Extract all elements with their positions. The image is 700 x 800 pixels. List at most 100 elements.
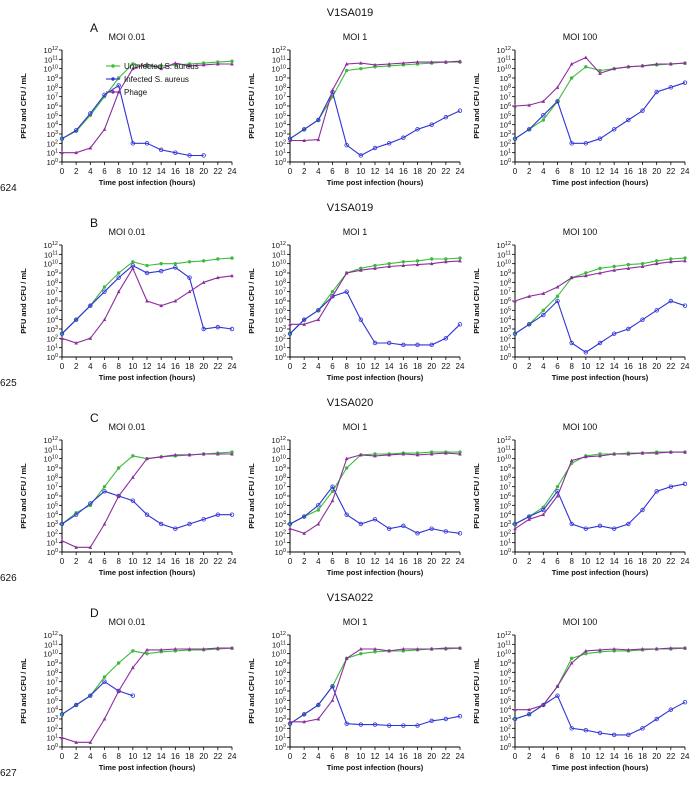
marker-infected [358, 521, 364, 527]
marker-infected [583, 141, 589, 146]
marker-phage [598, 453, 602, 458]
line-infected [61, 264, 233, 335]
marker-phage [60, 336, 64, 340]
marker-infected [358, 722, 364, 727]
marker-infected [372, 517, 378, 522]
x-tick-label: 14 [610, 557, 619, 566]
marker-uninfected [131, 260, 135, 264]
marker-uninfected [344, 68, 349, 73]
y-tick-label: 105 [47, 111, 58, 120]
marker-infected [229, 512, 235, 517]
marker-uninfected [569, 656, 574, 661]
marker-infected [555, 298, 560, 304]
marker-uninfected [159, 261, 163, 266]
marker-infected [429, 342, 434, 348]
y-tick-label: 101 [500, 149, 511, 158]
y-tick-label: 107 [500, 288, 511, 297]
y-tick-label: 108 [47, 473, 58, 482]
marker-phage [216, 275, 220, 280]
marker-phage [401, 263, 406, 268]
marker-infected [116, 275, 121, 280]
marker-infected [358, 317, 364, 322]
legend-label-uninfected: Uninfected S. aureus [124, 62, 199, 71]
x-axis-label: Time post infection (hours) [327, 373, 424, 382]
marker-phage [429, 452, 434, 456]
y-axis-label: PFU and CFU / mL [19, 73, 28, 139]
marker-infected [443, 529, 449, 534]
marker-infected [668, 484, 674, 489]
x-tick-label: 16 [171, 362, 180, 371]
marker-phage [683, 258, 687, 263]
y-tick-label: 1011 [272, 640, 286, 649]
x-axis-label: Time post infection (hours) [327, 763, 424, 772]
marker-infected [344, 289, 349, 294]
marker-phage [60, 150, 64, 155]
x-tick-label: 12 [596, 167, 605, 176]
x-tick-label: 20 [199, 557, 208, 566]
x-tick-label: 12 [596, 557, 605, 566]
y-tick-label: 1011 [44, 640, 58, 649]
marker-infected [569, 521, 574, 527]
line-uninfected [514, 647, 686, 720]
x-tick-label: 6 [102, 557, 107, 566]
marker-uninfected [230, 256, 234, 260]
y-tick-label: 104 [275, 511, 286, 520]
y-tick-label: 106 [500, 492, 511, 501]
marker-phage [444, 60, 448, 64]
y-tick-label: 108 [500, 668, 511, 677]
line-infected [514, 299, 686, 353]
marker-infected [344, 142, 349, 148]
y-tick-label: 105 [47, 306, 58, 315]
x-tick-label: 10 [581, 362, 590, 371]
marker-phage [458, 646, 462, 650]
marker-phage [173, 299, 178, 303]
x-tick-label: 14 [157, 362, 166, 371]
y-tick-label: 106 [47, 492, 58, 501]
y-tick-label: 1011 [272, 55, 286, 64]
marker-uninfected [102, 675, 107, 679]
marker-infected [59, 712, 65, 717]
y-tick-label: 106 [275, 492, 286, 501]
marker-phage [359, 647, 363, 651]
marker-uninfected [584, 65, 588, 69]
y-tick-label: 1012 [497, 631, 511, 640]
x-tick-label: 0 [60, 752, 65, 761]
panel-d-3: MOI 100100101102103104105106107108109101… [472, 617, 690, 772]
marker-phage [541, 291, 546, 296]
marker-phage [330, 88, 335, 92]
marker-uninfected [541, 118, 546, 122]
y-tick-label: 1012 [44, 241, 58, 250]
x-tick-label: 20 [199, 752, 208, 761]
marker-infected [158, 268, 164, 274]
y-tick-label: 104 [500, 511, 511, 520]
y-tick-label: 100 [500, 743, 511, 752]
marker-phage [458, 452, 462, 456]
x-tick-label: 10 [581, 557, 590, 566]
y-tick-label: 104 [275, 316, 286, 325]
y-tick-label: 101 [47, 734, 58, 743]
y-tick-label: 101 [500, 734, 511, 743]
x-tick-label: 0 [288, 167, 293, 176]
y-tick-label: 106 [275, 297, 286, 306]
marker-phage [159, 303, 163, 308]
x-tick-label: 10 [581, 752, 590, 761]
marker-phage [541, 703, 546, 707]
marker-phage [131, 266, 135, 270]
x-tick-label: 8 [344, 167, 349, 176]
marker-phage [187, 63, 192, 68]
y-tick-label: 108 [275, 278, 286, 287]
marker-infected [330, 684, 335, 689]
marker-uninfected [584, 271, 588, 275]
marker-uninfected [444, 257, 448, 261]
marker-phage [569, 275, 574, 280]
row-title: V1SA022 [327, 592, 373, 604]
marker-uninfected [654, 259, 659, 263]
y-tick-label: 105 [275, 306, 286, 315]
y-tick-label: 1011 [272, 250, 286, 259]
marker-uninfected [640, 261, 645, 266]
marker-phage [444, 646, 448, 650]
marker-phage [88, 146, 93, 150]
y-axis-label: PFU and CFU / mL [247, 463, 256, 529]
